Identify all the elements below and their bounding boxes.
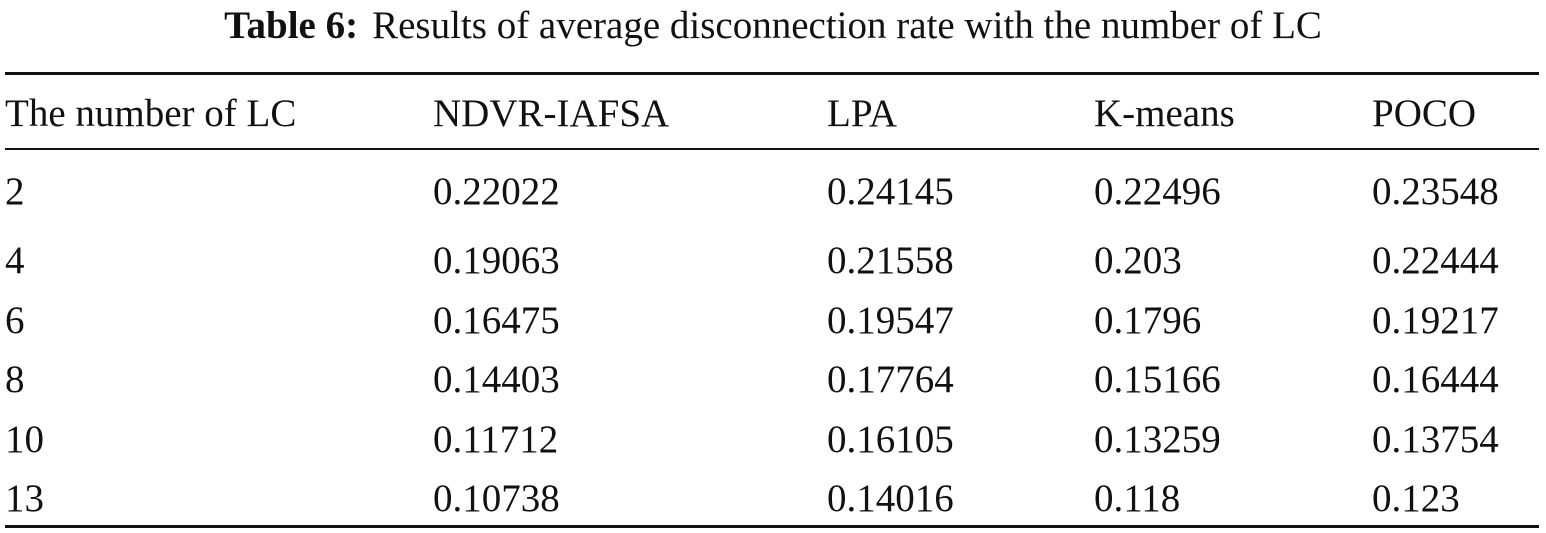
- table-cell: 0.16105: [827, 417, 954, 461]
- table-cell: 0.13259: [1094, 417, 1221, 461]
- table-cell: 0.11712: [433, 417, 559, 461]
- table-caption: Table 6: Results of average disconnection…: [0, 2, 1546, 50]
- results-table: The number of LC NDVR-IAFSA LPA K-means …: [5, 75, 1539, 529]
- table-cell: 0.16444: [1372, 358, 1499, 402]
- table-cell: 0.14403: [433, 358, 560, 402]
- column-header: LPA: [827, 92, 898, 135]
- table-cell: 10: [5, 417, 44, 461]
- table-cell: 0.24145: [827, 170, 954, 213]
- table-row: 8 0.14403 0.17764 0.15166 0.16444: [5, 350, 1539, 410]
- column-header: POCO: [1372, 92, 1477, 135]
- table-cell: 0.16475: [433, 298, 560, 342]
- table-cell: 0.17764: [827, 358, 954, 402]
- table-cell: 8: [5, 358, 25, 402]
- header-row: The number of LC NDVR-IAFSA LPA K-means …: [5, 75, 1539, 150]
- table-cell: 4: [5, 239, 25, 283]
- table-cell: 0.19217: [1372, 298, 1499, 342]
- caption-text: Results of average disconnection rate wi…: [372, 4, 1322, 47]
- table-cell: 0.123: [1372, 477, 1460, 521]
- top-rule: [5, 72, 1539, 75]
- table-cell: 0.10738: [433, 477, 560, 521]
- bottom-rule: [5, 525, 1539, 528]
- table-cell: 13: [5, 477, 44, 521]
- table-cell: 0.19547: [827, 298, 954, 342]
- table-cell: 0.118: [1094, 477, 1181, 521]
- table-cell: 0.23548: [1372, 170, 1499, 213]
- table-cell: 0.21558: [827, 239, 954, 283]
- table-cell: 0.14016: [827, 477, 954, 521]
- table-cell: 0.19063: [433, 239, 560, 283]
- table-cell: 0.13754: [1372, 417, 1499, 461]
- table-cell: 0.22496: [1094, 170, 1221, 213]
- table-cell: 0.22022: [433, 170, 560, 213]
- column-header: The number of LC: [5, 92, 297, 135]
- table-number: Table 6:: [224, 4, 359, 47]
- table-row: 4 0.19063 0.21558 0.203 0.22444: [5, 231, 1539, 291]
- table-cell: 0.1796: [1094, 298, 1202, 342]
- table-row: 13 0.10738 0.14016 0.118 0.123: [5, 469, 1539, 529]
- table-cell: 0.15166: [1094, 358, 1221, 402]
- table-cell: 6: [5, 298, 25, 342]
- table-row: 10 0.11712 0.16105 0.13259 0.13754: [5, 410, 1539, 470]
- table-row: 6 0.16475 0.19547 0.1796 0.19217: [5, 291, 1539, 351]
- table-cell: 2: [5, 170, 25, 213]
- column-header: NDVR-IAFSA: [433, 92, 670, 135]
- table-row: 2 0.22022 0.24145 0.22496 0.23548: [5, 150, 1539, 231]
- table-cell: 0.22444: [1372, 239, 1499, 283]
- table-cell: 0.203: [1094, 239, 1182, 283]
- header-rule: [5, 148, 1539, 150]
- column-header: K-means: [1094, 92, 1235, 135]
